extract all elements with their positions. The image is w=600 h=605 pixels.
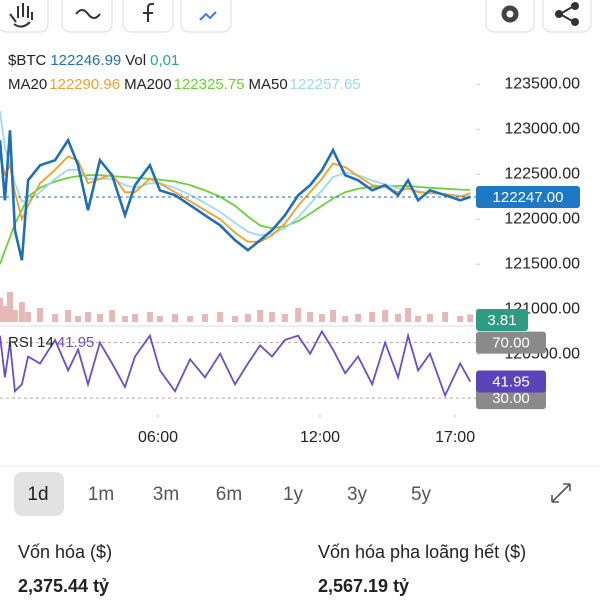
share-dot (572, 19, 578, 25)
ai-tool[interactable] (181, 0, 231, 32)
y-tick-label: 121500.00 (504, 255, 580, 272)
range-button[interactable]: 6m (216, 484, 242, 505)
rsi-value: 41.95 (57, 334, 95, 351)
stat-value: 2,375.44 tỷ (18, 576, 109, 596)
volume-bar (122, 316, 128, 322)
price: 122246.99 (50, 52, 121, 69)
ma-name: MA50 (249, 76, 288, 93)
volume-bar (342, 316, 348, 322)
stat-label: Vốn hóa ($) (18, 542, 112, 562)
rsi-level-label: 70.00 (492, 335, 530, 352)
rsi-name: RSI 14 (8, 334, 54, 351)
y-tick-label: 122000.00 (504, 210, 580, 227)
volume-bar (405, 308, 411, 322)
ma-name: MA200 (124, 76, 172, 93)
volume-bar (217, 312, 223, 322)
symbol: $BTC (8, 52, 47, 69)
volume-bar (172, 314, 178, 322)
series-line (0, 111, 470, 235)
volume-bar (442, 312, 448, 322)
volume-bar (427, 314, 433, 322)
share[interactable] (543, 0, 591, 32)
volume-bar (382, 310, 388, 322)
volume-bar (257, 310, 263, 322)
share-dot (556, 11, 562, 17)
volume-bar (37, 308, 43, 322)
stat-label: Vốn hóa pha loãng hết ($) (318, 542, 526, 562)
volume-bar (187, 316, 193, 322)
volume-badge-label: 3.81 (487, 312, 516, 329)
range-button[interactable]: 1y (283, 484, 304, 505)
volume-bar (2, 306, 8, 322)
volume-bar (467, 314, 473, 322)
share-dot (572, 3, 578, 9)
vol-label: Vol (125, 52, 146, 69)
volume-bar (355, 314, 361, 322)
range-button[interactable]: 3m (153, 484, 179, 505)
volume-bar (415, 316, 421, 322)
ma-value: 122290.96 (49, 76, 120, 93)
stat-value: 2,567.19 tỷ (318, 576, 409, 596)
y-tick-label: 123500.00 (504, 76, 580, 93)
settings[interactable] (486, 0, 534, 32)
volume-bar (75, 316, 81, 322)
ma-value: 122325.75 (174, 76, 245, 93)
volume-bar (19, 302, 25, 322)
volume-bar (269, 312, 275, 322)
volume-bar (132, 314, 138, 322)
rsi-badge-label: 41.95 (492, 374, 530, 391)
ma-value: 122257.65 (290, 76, 361, 93)
series-line (0, 130, 470, 260)
ma-name: MA20 (8, 76, 47, 93)
volume-bar (202, 314, 208, 322)
vol: 0,01 (150, 52, 179, 69)
volume-bar (282, 314, 288, 322)
volume-bar (319, 314, 325, 322)
range-button[interactable]: 1d (27, 484, 48, 505)
y-tick-label: 123000.00 (504, 120, 580, 137)
volume-bar (52, 314, 58, 322)
volume-bar (457, 316, 463, 322)
volume-bar (12, 310, 18, 322)
volume-bar (232, 316, 238, 322)
volume-bar (307, 312, 313, 322)
range-button[interactable]: 3y (347, 484, 368, 505)
x-tick-label: 06:00 (138, 429, 178, 446)
volume-bar (85, 312, 91, 322)
y-tick-label: 122500.00 (504, 165, 580, 182)
rsi-level-label: 30.00 (492, 390, 530, 407)
volume-bar (157, 316, 163, 322)
x-tick-label: 17:00 (435, 429, 475, 446)
x-tick-label: 12:00 (300, 429, 340, 446)
line-tool[interactable] (62, 0, 112, 32)
volume-bar (295, 308, 301, 322)
volume-bar (147, 312, 153, 322)
range-button[interactable]: 5y (411, 484, 432, 505)
volume-bar (65, 310, 71, 322)
range-button[interactable]: 1m (88, 484, 114, 505)
volume-bar (25, 312, 31, 322)
price-badge-label: 122247.00 (493, 189, 564, 206)
volume-bar (395, 314, 401, 322)
volume-bar (109, 310, 115, 322)
fullscreen-icon[interactable] (552, 484, 570, 502)
volume-bar (97, 314, 103, 322)
volume-bar (330, 310, 336, 322)
volume-bar (245, 314, 251, 322)
volume-bar (369, 312, 375, 322)
